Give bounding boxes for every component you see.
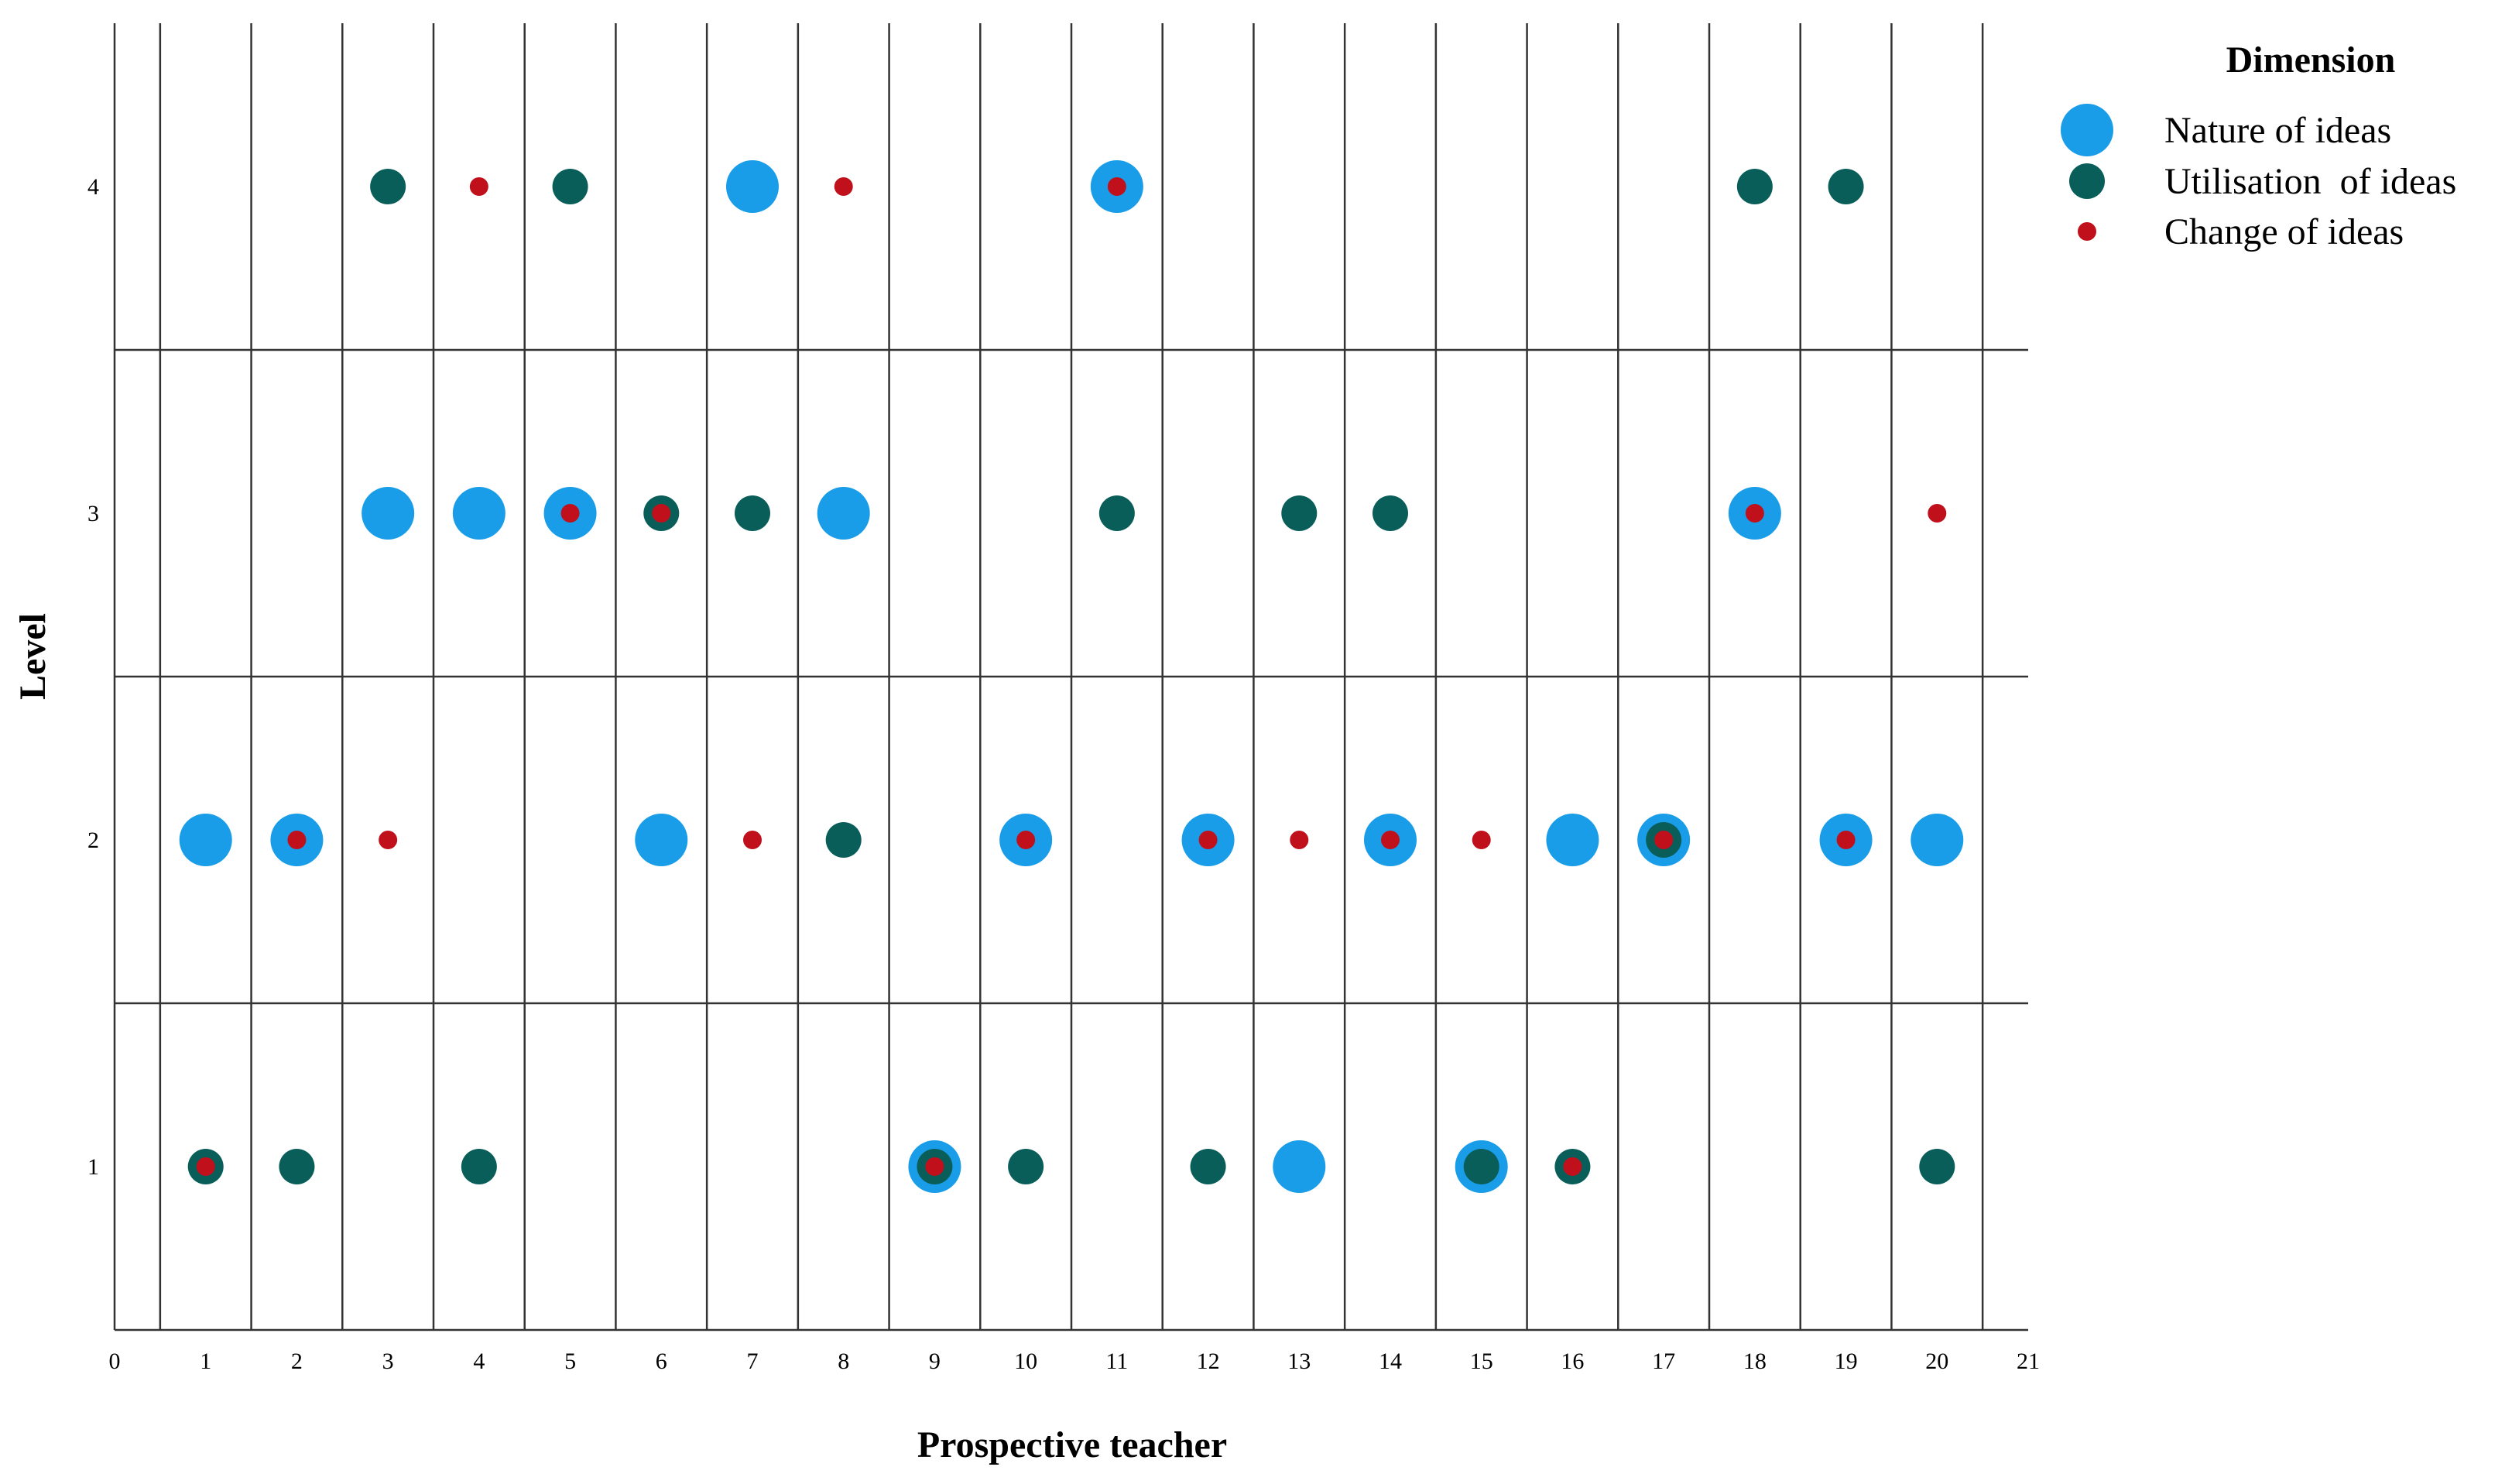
- x-tick-label: 12: [1197, 1349, 1220, 1374]
- data-point-series-1: [1273, 1140, 1326, 1193]
- data-point-series-1: [362, 487, 415, 540]
- x-tick-label: 6: [656, 1349, 667, 1374]
- data-point-series-3: [1381, 831, 1400, 849]
- data-point-series-3: [379, 831, 398, 849]
- x-tick-label: 5: [564, 1349, 576, 1374]
- x-tick-label: 8: [838, 1349, 849, 1374]
- data-point-series-2: [1190, 1149, 1226, 1184]
- x-tick-label: 13: [1287, 1349, 1311, 1374]
- legend-title: Dimension: [2226, 39, 2396, 81]
- x-tick-label: 4: [473, 1349, 485, 1374]
- data-point-series-1: [179, 814, 232, 866]
- x-tick-label: 9: [929, 1349, 941, 1374]
- y-axis-ticks: 1 2 3 4: [87, 174, 99, 1180]
- x-tick-label: 14: [1379, 1349, 1402, 1374]
- legend-label: Change of ideas: [2164, 211, 2404, 252]
- data-point-series-2: [1463, 1149, 1499, 1184]
- data-point-series-2: [1919, 1149, 1955, 1184]
- data-point-series-3: [1016, 831, 1036, 849]
- data-point-series-2: [1828, 169, 1864, 204]
- data-point-series-3: [925, 1157, 944, 1176]
- x-axis-ticks: 0 1 2 3 4 5 6 7 8 9 10 11 12 13 14 15 16 17 18 19 20 21: [109, 1349, 2041, 1374]
- legend-label: Utilisation of ideas: [2164, 161, 2456, 202]
- legend-items: Nature of ideas Utilisation of ideas Chang…: [2061, 104, 2456, 252]
- data-point-series-3: [196, 1157, 215, 1176]
- data-point-series-3: [1290, 831, 1309, 849]
- x-tick-label: 3: [382, 1349, 394, 1374]
- legend-marker: [2069, 163, 2105, 199]
- data-point-series-2: [1098, 495, 1135, 531]
- data-point-series-3: [1745, 504, 1764, 523]
- x-tick-label: 18: [1743, 1349, 1767, 1374]
- data-point-series-2: [735, 495, 770, 531]
- x-tick-label: 19: [1835, 1349, 1858, 1374]
- y-tick-label: 2: [87, 828, 99, 853]
- data-point-series-3: [834, 177, 853, 196]
- x-axis-title: Prospective teacher: [917, 1424, 1227, 1465]
- x-tick-label: 0: [109, 1349, 121, 1374]
- data-point-series-1: [726, 160, 779, 213]
- data-point-series-3: [1928, 504, 1947, 523]
- data-point-series-3: [1836, 831, 1856, 849]
- data-point-series-3: [1198, 831, 1218, 849]
- x-tick-label: 1: [200, 1349, 211, 1374]
- data-point-series-3: [1472, 831, 1491, 849]
- y-axis-title: Level: [12, 613, 53, 700]
- y-tick-label: 4: [87, 174, 99, 200]
- x-tick-label: 20: [1925, 1349, 1948, 1374]
- data-point-series-2: [825, 822, 862, 858]
- data-point-series-2: [1008, 1149, 1044, 1184]
- data-point-series-2: [279, 1149, 315, 1184]
- legend-label: Nature of ideas: [2164, 110, 2391, 151]
- data-point-series-3: [469, 177, 488, 196]
- legend: Dimension Nature of ideas Utilisation of …: [2061, 39, 2456, 252]
- x-tick-label: 17: [1652, 1349, 1675, 1374]
- data-point-series-1: [817, 487, 870, 540]
- data-point-series-2: [1736, 169, 1773, 204]
- data-point-series-3: [743, 831, 762, 849]
- data-point-series-2: [1281, 495, 1318, 531]
- data-point-series-2: [461, 1149, 497, 1184]
- grid-lines: [113, 23, 2028, 1331]
- data-point-series-3: [1107, 177, 1126, 196]
- x-tick-label: 15: [1470, 1349, 1493, 1374]
- x-tick-label: 10: [1014, 1349, 1037, 1374]
- x-tick-label: 16: [1561, 1349, 1584, 1374]
- data-point-series-3: [1654, 831, 1674, 849]
- x-tick-label: 11: [1105, 1349, 1128, 1374]
- data-point-series-2: [370, 169, 406, 204]
- data-point-series-3: [560, 504, 580, 523]
- data-point-series-3: [652, 504, 671, 523]
- data-point-series-1: [635, 814, 688, 866]
- y-tick-label: 3: [87, 501, 99, 526]
- legend-marker: [2078, 222, 2096, 241]
- y-tick-label: 1: [87, 1154, 99, 1180]
- data-point-series-1: [1911, 814, 1964, 866]
- x-tick-label: 21: [2017, 1349, 2040, 1374]
- data-point-series-2: [1373, 495, 1408, 531]
- legend-marker: [2061, 104, 2113, 156]
- data-points: [179, 160, 1964, 1193]
- data-point-series-3: [1563, 1157, 1582, 1176]
- x-tick-label: 2: [291, 1349, 303, 1374]
- data-point-series-3: [287, 831, 307, 849]
- x-tick-label: 7: [747, 1349, 759, 1374]
- data-point-series-1: [1546, 814, 1599, 866]
- data-point-series-1: [452, 487, 505, 540]
- data-point-series-2: [552, 169, 588, 204]
